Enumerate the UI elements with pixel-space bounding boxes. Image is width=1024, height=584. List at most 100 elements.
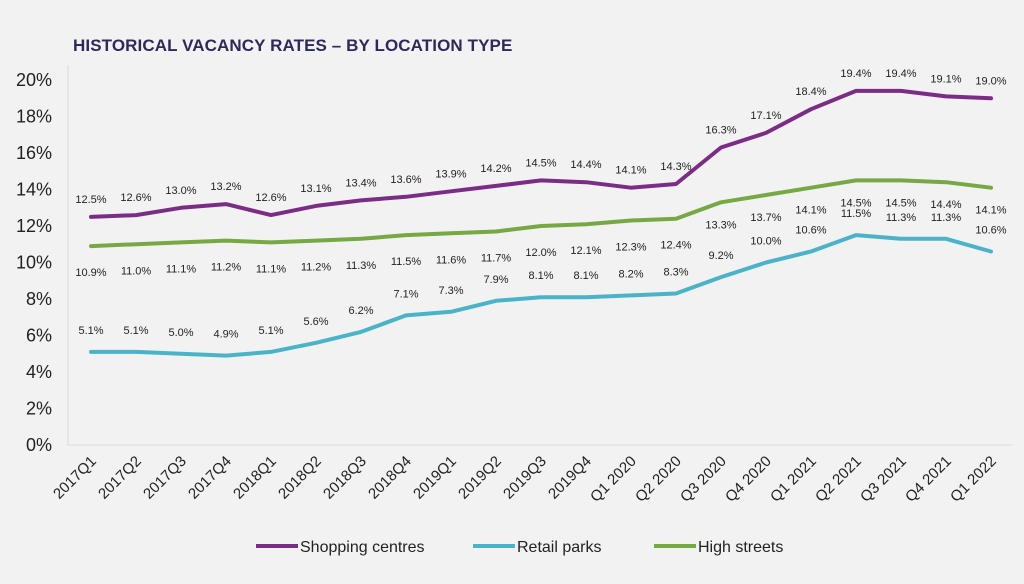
x-tick-label: 2018Q1: [230, 453, 280, 503]
data-label-high-streets: 14.5%: [840, 197, 871, 209]
legend-label: High streets: [698, 539, 783, 556]
x-tick-label: 2018Q4: [365, 453, 415, 503]
data-label-high-streets: 12.1%: [570, 245, 601, 257]
data-label-retail-parks: 10.0%: [750, 236, 781, 248]
data-label-shopping-centres: 17.1%: [750, 110, 781, 122]
x-tick-label: Q2 2021: [812, 453, 865, 506]
y-tick-label: 8%: [26, 289, 52, 309]
legend-item-shopping-centres: Shopping centres: [256, 539, 425, 556]
data-label-shopping-centres: 16.3%: [705, 125, 736, 137]
y-tick-label: 4%: [26, 362, 52, 382]
series-line-shopping-centres: [89, 88, 993, 219]
data-label-shopping-centres: 13.0%: [165, 185, 196, 197]
data-label-retail-parks: 7.9%: [483, 274, 508, 286]
data-label-high-streets: 11.2%: [211, 262, 242, 274]
x-tick-label: Q3 2021: [857, 453, 910, 506]
data-label-retail-parks: 5.1%: [258, 325, 283, 337]
x-tick-label: 2017Q2: [95, 453, 145, 503]
axes: [67, 65, 1012, 446]
series-lines: [89, 88, 993, 358]
data-label-shopping-centres: 13.9%: [435, 168, 466, 180]
y-tick-label: 18%: [16, 107, 52, 127]
x-tick-label: 2019Q1: [410, 453, 460, 503]
data-label-retail-parks: 5.0%: [168, 327, 193, 339]
data-label-retail-parks: 6.2%: [348, 305, 373, 317]
data-label-retail-parks: 8.3%: [663, 267, 688, 279]
x-tick-label: Q1 2021: [767, 453, 820, 506]
x-tick-label: Q4 2021: [902, 453, 955, 506]
x-tick-label: 2019Q3: [500, 453, 550, 503]
x-axis-ticks: 2017Q12017Q22017Q32017Q42018Q12018Q22018…: [50, 453, 1000, 506]
data-label-retail-parks: 9.2%: [708, 250, 733, 262]
data-label-retail-parks: 4.9%: [213, 329, 238, 341]
chart-title: HISTORICAL VACANCY RATES – BY LOCATION T…: [73, 36, 513, 55]
data-label-retail-parks: 11.3%: [886, 212, 917, 224]
data-label-high-streets: 11.6%: [436, 254, 467, 266]
data-label-retail-parks: 5.1%: [123, 325, 148, 337]
data-label-high-streets: 11.7%: [481, 252, 512, 264]
data-label-high-streets: 11.0%: [121, 265, 152, 277]
data-label-shopping-centres: 18.4%: [795, 86, 826, 98]
data-label-shopping-centres: 12.6%: [255, 192, 286, 204]
data-label-shopping-centres: 19.4%: [840, 68, 871, 80]
series-line-high-streets: [89, 178, 993, 249]
data-label-high-streets: 11.3%: [346, 260, 377, 272]
data-label-high-streets: 14.5%: [885, 197, 916, 209]
data-label-high-streets: 14.4%: [930, 199, 961, 211]
data-label-high-streets: 11.5%: [391, 256, 422, 268]
data-label-shopping-centres: 14.2%: [480, 163, 511, 175]
data-label-high-streets: 10.9%: [75, 267, 106, 279]
data-label-shopping-centres: 14.1%: [615, 165, 646, 177]
data-label-high-streets: 14.1%: [795, 205, 826, 217]
y-tick-label: 20%: [16, 70, 52, 90]
legend-item-high-streets: High streets: [654, 539, 783, 556]
data-label-retail-parks: 5.6%: [303, 316, 328, 328]
data-label-retail-parks: 10.6%: [795, 225, 826, 237]
legend: Shopping centres Retail parks High streets: [256, 539, 783, 556]
data-label-retail-parks: 8.1%: [528, 270, 553, 282]
data-label-shopping-centres: 13.1%: [300, 183, 331, 195]
data-label-retail-parks: 8.2%: [618, 268, 643, 280]
data-label-shopping-centres: 19.4%: [885, 68, 916, 80]
data-label-retail-parks: 5.1%: [78, 325, 103, 337]
x-tick-label: 2018Q2: [275, 453, 325, 503]
y-tick-label: 0%: [26, 435, 52, 455]
data-label-high-streets: 12.0%: [525, 247, 556, 259]
data-label-shopping-centres: 13.6%: [390, 174, 421, 186]
data-label-shopping-centres: 12.5%: [75, 194, 106, 206]
data-label-retail-parks: 11.5%: [841, 208, 872, 220]
x-tick-label: 2017Q3: [140, 453, 190, 503]
data-label-retail-parks: 11.3%: [931, 212, 962, 224]
y-tick-label: 14%: [16, 180, 52, 200]
data-label-high-streets: 11.1%: [166, 263, 197, 275]
x-tick-label: 2018Q3: [320, 453, 370, 503]
data-label-shopping-centres: 14.3%: [660, 161, 691, 173]
data-label-high-streets: 13.3%: [705, 219, 736, 231]
data-labels: 12.5% 12.6% 13.0% 13.2% 12.6% 13.1% 13.4% 13.6%…: [75, 68, 1006, 341]
data-label-high-streets: 12.4%: [660, 240, 691, 252]
y-tick-label: 12%: [16, 216, 52, 236]
legend-label: Retail parks: [517, 539, 601, 556]
legend-item-retail-parks: Retail parks: [473, 539, 601, 556]
data-label-high-streets: 11.1%: [256, 263, 287, 275]
x-tick-label: 2017Q4: [185, 453, 235, 503]
data-label-shopping-centres: 13.4%: [345, 177, 376, 189]
data-label-shopping-centres: 13.2%: [210, 181, 241, 193]
data-label-high-streets: 13.7%: [750, 212, 781, 224]
series-line-retail-parks: [89, 233, 993, 358]
x-tick-label: Q3 2020: [677, 453, 730, 506]
data-label-shopping-centres: 19.0%: [975, 75, 1006, 87]
data-label-retail-parks: 10.6%: [975, 225, 1006, 237]
y-tick-label: 16%: [16, 143, 52, 163]
x-tick-label: 2019Q2: [455, 453, 505, 503]
y-tick-label: 6%: [26, 326, 52, 346]
data-label-shopping-centres: 14.5%: [525, 157, 556, 169]
data-label-shopping-centres: 19.1%: [930, 73, 961, 85]
y-tick-label: 2%: [26, 399, 52, 419]
x-tick-label: Q4 2020: [722, 453, 775, 506]
data-label-shopping-centres: 12.6%: [120, 192, 151, 204]
data-label-high-streets: 14.1%: [975, 205, 1006, 217]
data-label-shopping-centres: 14.4%: [570, 159, 601, 171]
y-tick-label: 10%: [16, 253, 52, 273]
